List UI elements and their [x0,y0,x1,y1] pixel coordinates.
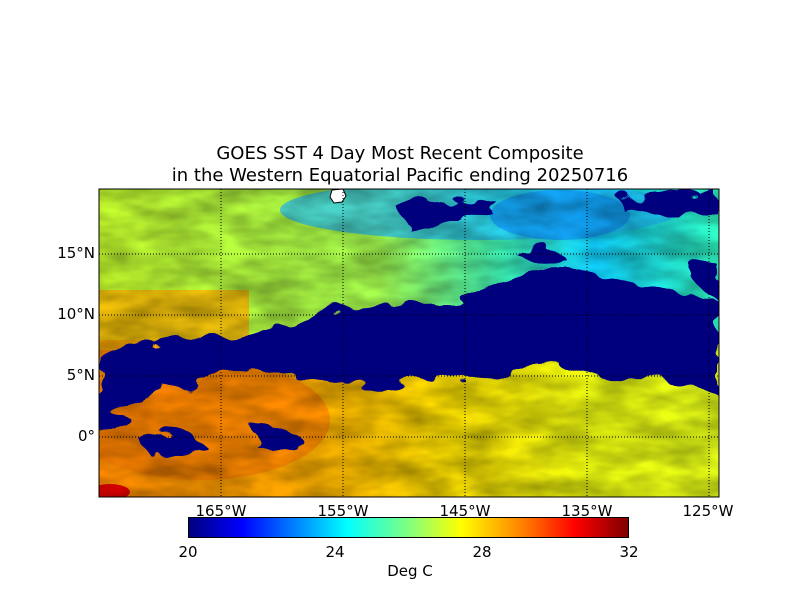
lat-tick-label: 15°N [57,244,95,262]
sst-field [99,189,719,497]
missing-data-mask [99,193,719,458]
lon-tick-label: 165°W [195,502,247,520]
colorbar-tick: 32 [619,543,639,561]
lat-tick-label: 10°N [57,305,95,323]
lon-tick-label: 125°W [682,502,734,520]
chart-title-line1: GOES SST 4 Day Most Recent Composite [216,143,584,164]
map-frame [98,188,720,498]
lat-tick-label: 5°N [66,366,95,384]
lon-tick-label: 135°W [561,502,613,520]
chart-title-line2: in the Western Equatorial Pacific ending… [171,165,629,186]
colorbar-tick: 28 [472,543,492,561]
island-landmass [329,189,347,204]
lon-tick-label: 145°W [439,502,491,520]
lon-tick-label: 155°W [317,502,369,520]
colorbar-tick: 24 [325,543,345,561]
graticule [99,189,719,497]
lat-tick-label: 0° [77,427,95,445]
colorbar-label: Deg C [387,562,433,580]
colorbar [188,517,629,538]
colorbar-tick: 20 [178,543,198,561]
